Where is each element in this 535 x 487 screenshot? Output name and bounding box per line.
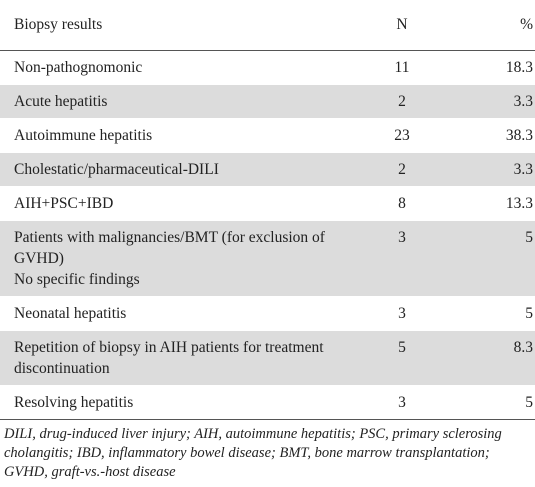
footnote: DILI, drug-induced liver injury; AIH, au… [4,426,502,480]
table-cell: 5 [345,330,459,386]
table-row: AIH+PSC+IBD 8 13.3 [0,186,535,221]
table-row: Non-pathognomonic 11 18.3 [0,50,535,85]
header-cell: % [459,0,535,51]
header-cell: Biopsy results [0,0,345,51]
table-cell: 8.3 [459,330,535,386]
table-cell: Acute hepatitis [0,84,345,119]
table-body: Non-pathognomonic 11 18.3 Acute hepatitis 2 3… [0,50,535,420]
table-row: Cholestatic/pharmaceutical-DILI 2 3.3 [0,152,535,187]
table-cell: 5 [459,220,535,297]
table-cell: AIH+PSC+IBD [0,186,345,221]
table-cell: Resolving hepatitis [0,385,345,420]
table-row: Patients with malignancies/BMT (for excl… [0,220,535,297]
table-cell: 2 [345,84,459,119]
table-cell: Patients with malignancies/BMT (for excl… [0,220,345,297]
table-cell: 3 [345,385,459,420]
table-cell: Neonatal hepatitis [0,296,345,331]
table-cell: 13.3 [459,186,535,221]
header-row: Biopsy results N % [0,0,535,51]
table-cell: 23 [345,118,459,153]
table-cell: 11 [345,50,459,85]
table-cell: 5 [459,296,535,331]
table-cell: 2 [345,152,459,187]
table-cell: 3 [345,220,459,297]
table-cell: Repetition of biopsy in AIH patients for… [0,330,345,386]
table-cell: Cholestatic/pharmaceutical-DILI [0,152,345,187]
table-cell: 3 [345,296,459,331]
table-row: Repetition of biopsy in AIH patients for… [0,330,535,386]
table-row: Autoimmune hepatitis 23 38.3 [0,118,535,153]
table-row: Neonatal hepatitis 3 5 [0,296,535,331]
table-row: Resolving hepatitis 3 5 [0,385,535,420]
table-cell: Autoimmune hepatitis [0,118,345,153]
table-cell: 5 [459,385,535,420]
results-table: Biopsy results N % Non-pathognomonic 11 18… [0,0,535,420]
header-cell: N [345,0,459,51]
table-cell: 8 [345,186,459,221]
table-cell: 3.3 [459,84,535,119]
table-header: Biopsy results N % [0,0,535,51]
table-row: Acute hepatitis 2 3.3 [0,84,535,119]
table-cell: Non-pathognomonic [0,50,345,85]
table-cell: 3.3 [459,152,535,187]
table-cell: 18.3 [459,50,535,85]
table-cell: 38.3 [459,118,535,153]
